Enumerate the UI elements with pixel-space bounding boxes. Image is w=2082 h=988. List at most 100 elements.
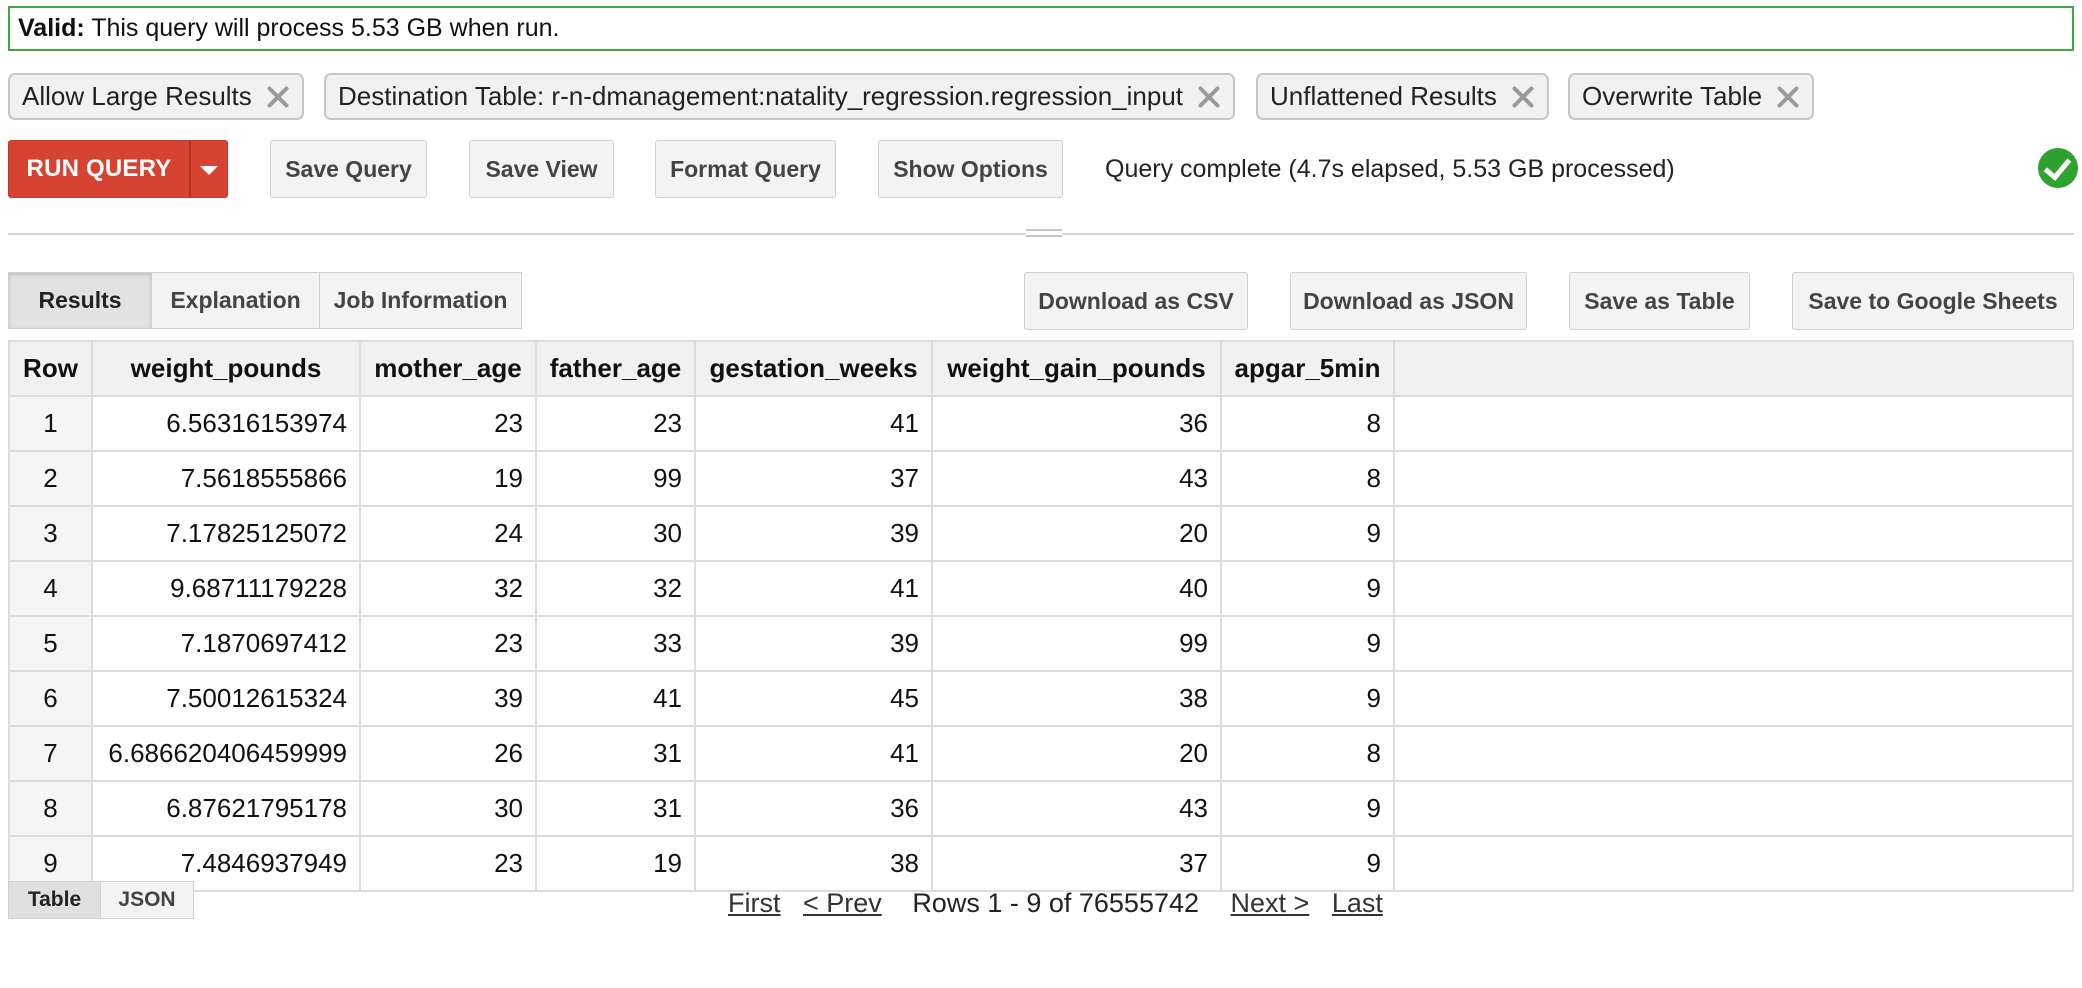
table-cell: 23: [359, 835, 537, 892]
table-cell: 45: [694, 670, 933, 727]
table-cell: 23: [359, 395, 537, 452]
table-cell: 7.1870697412: [91, 615, 361, 672]
table-cell: 6.56316153974: [91, 395, 361, 452]
chip-label: Unflattened Results: [1270, 81, 1497, 111]
table-cell: 39: [359, 670, 537, 727]
success-check-icon: [2038, 148, 2078, 188]
prev-page-link[interactable]: < Prev: [803, 888, 882, 918]
table-cell: 19: [359, 450, 537, 507]
column-header-gestation-weeks: gestation_weeks: [694, 340, 933, 397]
table-cell: 9: [1220, 835, 1395, 892]
table-row: 6 7.50012615324 39 41 45 38 9: [8, 670, 2074, 727]
save-query-button[interactable]: Save Query: [270, 140, 427, 198]
table-cell: 26: [359, 725, 537, 782]
table-cell: 37: [694, 450, 933, 507]
table-cell: 37: [931, 835, 1222, 892]
table-filler-cell: [1393, 835, 2074, 892]
show-options-button[interactable]: Show Options: [878, 140, 1063, 198]
chip-unflattened-results: Unflattened Results: [1256, 73, 1549, 120]
table-cell: 7.17825125072: [91, 505, 361, 562]
table-cell: 39: [694, 615, 933, 672]
table-cell: 23: [535, 395, 696, 452]
table-filler-cell: [1393, 780, 2074, 837]
row-number-cell: 6: [8, 670, 93, 727]
close-icon[interactable]: [1776, 85, 1800, 109]
table-filler-cell: [1393, 670, 2074, 727]
last-page-link[interactable]: Last: [1331, 888, 1383, 918]
pagination: First < Prev Rows 1 - 9 of 76555742 Next…: [728, 883, 1398, 923]
table-cell: 23: [359, 615, 537, 672]
validation-label: Valid:: [18, 14, 85, 42]
table-filler-cell: [1393, 560, 2074, 617]
drag-handle-icon[interactable]: [1026, 226, 1062, 240]
chip-overwrite-table: Overwrite Table: [1568, 73, 1815, 120]
table-cell: 43: [931, 450, 1222, 507]
save-view-button[interactable]: Save View: [469, 140, 614, 198]
table-cell: 6.686620406459999: [91, 725, 361, 782]
next-page-link[interactable]: Next >: [1230, 888, 1310, 918]
chip-allow-large-results: Allow Large Results: [8, 73, 304, 120]
format-query-button[interactable]: Format Query: [655, 140, 836, 198]
table-cell: 9.68711179228: [91, 560, 361, 617]
table-cell: 41: [694, 725, 933, 782]
dropdown-caret-icon[interactable]: [200, 166, 218, 175]
row-number-cell: 8: [8, 780, 93, 837]
save-to-sheets-button[interactable]: Save to Google Sheets: [1792, 272, 2074, 330]
save-as-table-button[interactable]: Save as Table: [1569, 272, 1750, 330]
table-cell: 99: [535, 450, 696, 507]
close-icon[interactable]: [1511, 85, 1535, 109]
close-icon[interactable]: [1197, 85, 1221, 109]
table-cell: 19: [535, 835, 696, 892]
table-cell: 7.5618555866: [91, 450, 361, 507]
row-number-cell: 3: [8, 505, 93, 562]
table-cell: 20: [931, 725, 1222, 782]
table-row: 5 7.1870697412 23 33 39 99 9: [8, 615, 2074, 672]
results-table: Row weight_pounds mother_age father_age …: [8, 340, 2074, 892]
table-cell: 30: [535, 505, 696, 562]
table-cell: 9: [1220, 615, 1395, 672]
download-json-button[interactable]: Download as JSON: [1290, 272, 1527, 330]
table-row: 1 6.56316153974 23 23 41 36 8: [8, 395, 2074, 452]
table-cell: 24: [359, 505, 537, 562]
tab-results[interactable]: Results: [8, 272, 152, 329]
table-cell: 32: [359, 560, 537, 617]
table-cell: 32: [535, 560, 696, 617]
table-row: 4 9.68711179228 32 32 41 40 9: [8, 560, 2074, 617]
run-query-button[interactable]: RUN QUERY: [8, 140, 228, 198]
download-csv-button[interactable]: Download as CSV: [1024, 272, 1248, 330]
chip-label: Destination Table: r-n-dmanagement:natal…: [338, 81, 1183, 111]
table-cell: 33: [535, 615, 696, 672]
tab-explanation[interactable]: Explanation: [151, 272, 320, 329]
table-row: 7 6.686620406459999 26 31 41 20 8: [8, 725, 2074, 782]
table-row: 9 7.4846937949 23 19 38 37 9: [8, 835, 2074, 892]
table-cell: 41: [694, 560, 933, 617]
table-cell: 9: [1220, 505, 1395, 562]
table-cell: 8: [1220, 725, 1395, 782]
first-page-link[interactable]: First: [728, 888, 781, 918]
view-table-button[interactable]: Table: [8, 881, 101, 919]
view-json-button[interactable]: JSON: [100, 881, 194, 919]
tab-job-information[interactable]: Job Information: [319, 272, 522, 329]
column-header-weight-pounds: weight_pounds: [91, 340, 361, 397]
validation-bar: Valid: This query will process 5.53 GB w…: [8, 6, 2074, 51]
table-cell: 9: [1220, 780, 1395, 837]
table-row: 8 6.87621795178 30 31 36 43 9: [8, 780, 2074, 837]
row-number-cell: 2: [8, 450, 93, 507]
query-status: Query complete (4.7s elapsed, 5.53 GB pr…: [1105, 155, 1675, 183]
table-cell: 8: [1220, 450, 1395, 507]
column-header-row: Row: [8, 340, 93, 397]
table-filler-cell: [1393, 450, 2074, 507]
row-number-cell: 4: [8, 560, 93, 617]
column-header-apgar-5min: apgar_5min: [1220, 340, 1395, 397]
close-icon[interactable]: [266, 85, 290, 109]
run-query-label[interactable]: RUN QUERY: [26, 155, 172, 182]
validation-message: This query will process 5.53 GB when run…: [91, 14, 560, 42]
chip-destination-table: Destination Table: r-n-dmanagement:natal…: [324, 73, 1235, 120]
table-cell: 9: [1220, 560, 1395, 617]
table-cell: 99: [931, 615, 1222, 672]
table-cell: 40: [931, 560, 1222, 617]
column-header-filler: [1393, 340, 2074, 397]
table-filler-cell: [1393, 725, 2074, 782]
table-cell: 7.50012615324: [91, 670, 361, 727]
table-cell: 41: [535, 670, 696, 727]
